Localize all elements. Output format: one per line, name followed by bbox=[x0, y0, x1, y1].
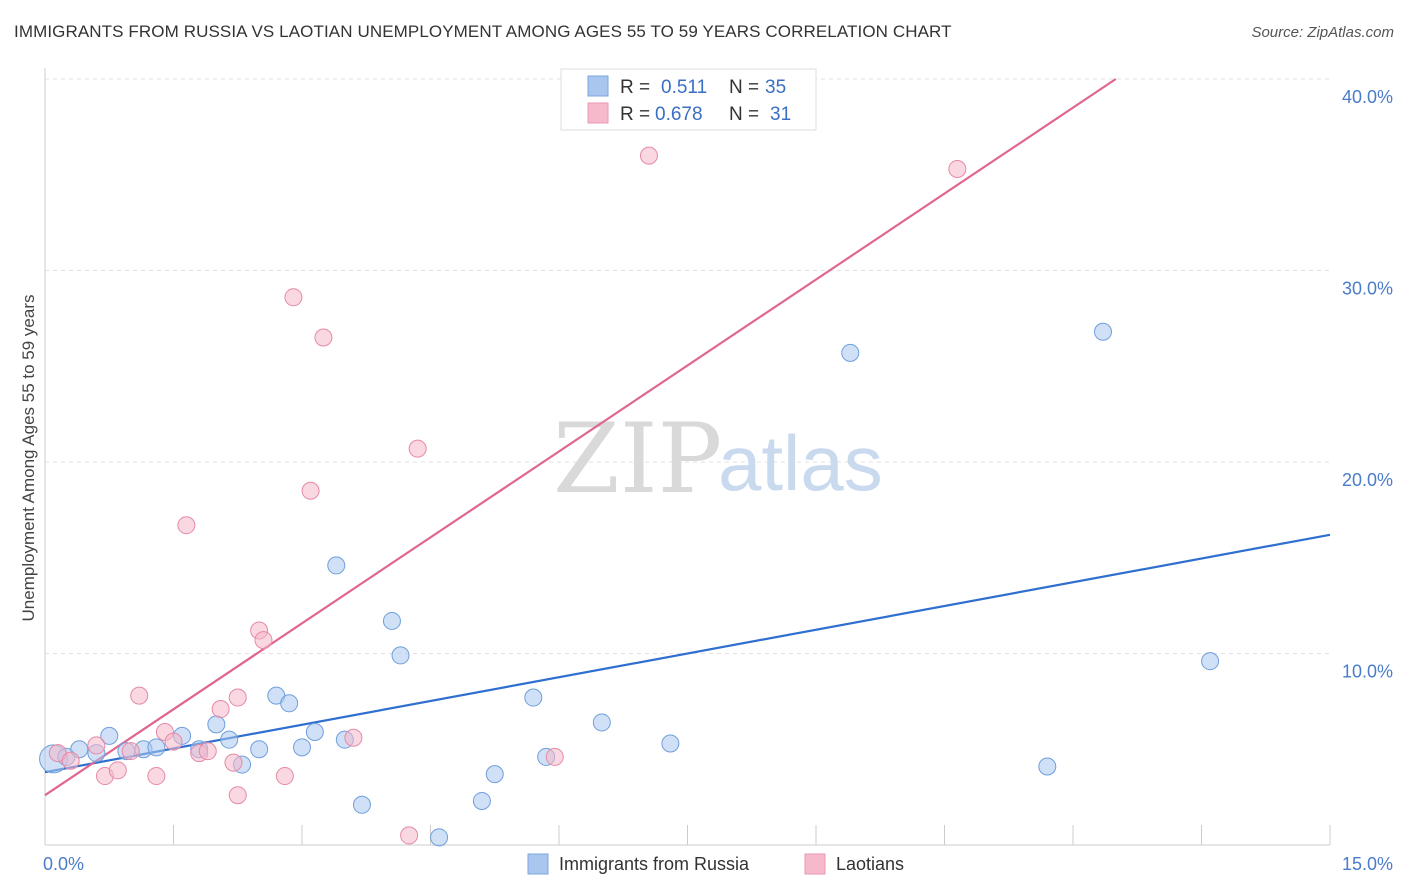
axes bbox=[44, 68, 1331, 846]
legend-n-value: 35 bbox=[765, 77, 786, 98]
data-point bbox=[661, 734, 680, 753]
data-point bbox=[177, 516, 196, 535]
data-point bbox=[130, 686, 149, 705]
bottom-legend-swatch-laotians bbox=[804, 853, 826, 875]
data-point bbox=[228, 786, 247, 805]
data-point bbox=[344, 728, 363, 747]
bottom-legend: Immigrants from Russia Laotians bbox=[527, 853, 904, 875]
data-point bbox=[305, 723, 324, 742]
legend: R = 0.511 N = 35 R = 0.678 N = 31 bbox=[560, 68, 817, 131]
trend-line bbox=[44, 78, 1117, 797]
data-point bbox=[592, 713, 611, 732]
data-point bbox=[841, 343, 860, 362]
data-point bbox=[250, 740, 269, 759]
data-point bbox=[1201, 652, 1220, 671]
data-point bbox=[327, 556, 346, 575]
data-point bbox=[254, 631, 273, 650]
legend-swatch-laotians bbox=[587, 102, 609, 124]
data-point bbox=[391, 646, 410, 665]
data-point bbox=[293, 738, 311, 757]
bottom-legend-swatch-russia bbox=[527, 853, 549, 875]
data-point bbox=[382, 611, 401, 630]
x-tick-labels: 0.0% 15.0% bbox=[43, 854, 1393, 874]
data-point bbox=[1093, 322, 1112, 341]
bottom-legend-label-laotians: Laotians bbox=[836, 854, 904, 874]
source-label: Source: ZipAtlas.com bbox=[1251, 24, 1394, 41]
legend-n-label: N = bbox=[729, 104, 759, 125]
data-point bbox=[524, 688, 543, 707]
chart-title: IMMIGRANTS FROM RUSSIA VS LAOTIAN UNEMPL… bbox=[14, 22, 952, 41]
data-point bbox=[472, 791, 491, 810]
watermark-zip: ZIP bbox=[553, 403, 722, 515]
data-point bbox=[164, 732, 183, 751]
y-tick-label: 30.0% bbox=[1342, 279, 1393, 299]
data-point bbox=[220, 730, 239, 749]
bottom-legend-label-russia: Immigrants from Russia bbox=[559, 854, 750, 874]
data-point bbox=[639, 146, 658, 165]
data-point bbox=[485, 765, 504, 784]
data-point bbox=[948, 160, 967, 179]
y-axis-title: Unemployment Among Ages 55 to 59 years bbox=[19, 295, 38, 622]
y-tick-label: 20.0% bbox=[1342, 470, 1393, 490]
y-tick-labels: 10.0% 20.0% 30.0% 40.0% bbox=[1342, 87, 1393, 682]
data-point bbox=[224, 753, 243, 772]
data-points bbox=[39, 146, 1220, 847]
data-point bbox=[108, 761, 127, 780]
data-point bbox=[228, 688, 247, 707]
data-point bbox=[314, 328, 333, 347]
data-point bbox=[280, 694, 299, 713]
legend-r-value: 0.678 bbox=[655, 104, 703, 125]
legend-r-value: 0.511 bbox=[661, 77, 707, 98]
data-point bbox=[100, 726, 119, 745]
legend-n-value: 31 bbox=[770, 104, 791, 125]
data-point bbox=[400, 826, 419, 845]
data-point bbox=[1038, 757, 1057, 776]
data-point bbox=[301, 481, 320, 500]
data-point bbox=[545, 747, 564, 766]
legend-n-label: N = bbox=[729, 77, 759, 98]
data-point bbox=[275, 767, 294, 786]
data-point bbox=[147, 767, 166, 786]
data-point bbox=[408, 439, 427, 458]
x-tick-label: 15.0% bbox=[1342, 854, 1393, 874]
data-point bbox=[284, 288, 303, 307]
data-point bbox=[198, 742, 217, 761]
data-point bbox=[121, 742, 140, 761]
legend-r-label: R = bbox=[620, 104, 650, 125]
y-tick-label: 10.0% bbox=[1342, 662, 1393, 682]
data-point bbox=[430, 828, 449, 847]
data-point bbox=[147, 738, 166, 757]
data-point bbox=[207, 715, 226, 734]
legend-r-label: R = bbox=[620, 77, 650, 98]
data-point bbox=[211, 700, 230, 719]
watermark-atlas: atlas bbox=[718, 419, 883, 507]
data-point bbox=[352, 795, 371, 814]
data-point bbox=[87, 736, 106, 755]
legend-swatch-russia bbox=[587, 75, 609, 97]
trend-line bbox=[44, 533, 1331, 774]
x-tick-label: 0.0% bbox=[43, 854, 84, 874]
data-point bbox=[61, 751, 80, 770]
trend-lines bbox=[44, 78, 1331, 797]
watermark: ZIP atlas bbox=[553, 403, 883, 515]
y-tick-label: 40.0% bbox=[1342, 87, 1393, 107]
